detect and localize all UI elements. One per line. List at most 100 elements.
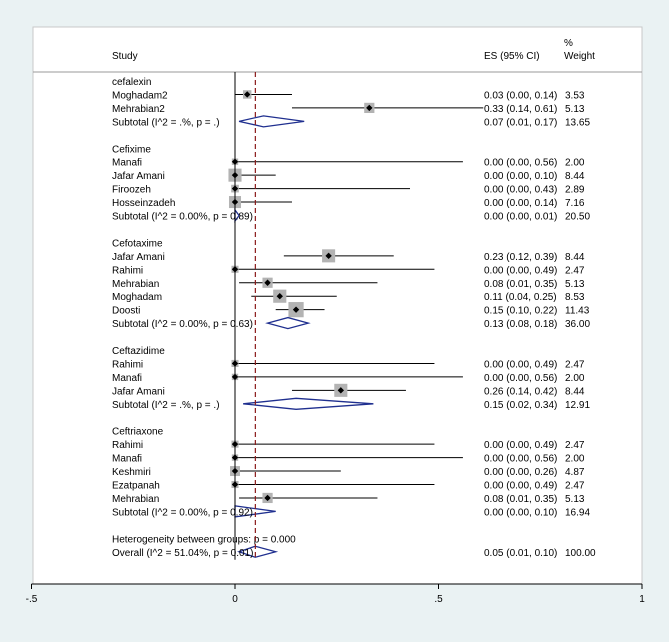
subtotal-label: Subtotal (I^2 = .%, p = .) — [112, 117, 220, 128]
study-weight: 8.44 — [565, 386, 585, 397]
study-label: Jafar Amani — [112, 386, 165, 397]
study-weight: 8.44 — [565, 252, 585, 263]
study-weight: 2.47 — [565, 359, 585, 370]
study-es-ci: 0.00 (0.00, 0.56) — [484, 158, 557, 169]
study-label: Hosseinzadeh — [112, 198, 175, 209]
study-es-ci: 0.08 (0.01, 0.35) — [484, 494, 557, 505]
subtotal-label: Subtotal (I^2 = 0.00%, p = 0.92) — [112, 507, 253, 518]
header-es: ES (95% CI) — [484, 51, 540, 62]
subtotal-diamond — [265, 316, 311, 330]
study-weight: 2.47 — [565, 481, 585, 492]
study-label: Doosti — [112, 306, 140, 317]
subtotal-es-ci: 0.00 (0.00, 0.01) — [484, 212, 557, 223]
plot-panel — [32, 26, 643, 585]
study-label: Jafar Amani — [112, 171, 165, 182]
group-label: Ceftriaxone — [112, 427, 164, 438]
study-weight: 5.13 — [565, 104, 585, 115]
study-weight: 5.13 — [565, 279, 585, 290]
study-weight: 4.87 — [565, 467, 585, 478]
point-estimate — [337, 387, 345, 394]
study-es-ci: 0.26 (0.14, 0.42) — [484, 386, 557, 397]
study-es-ci: 0.00 (0.00, 0.10) — [484, 171, 557, 182]
group-label: cefalexin — [112, 77, 151, 88]
x-tick-label: 0 — [232, 594, 238, 605]
study-es-ci: 0.00 (0.00, 0.56) — [484, 373, 557, 384]
group-label: Cefixime — [112, 144, 151, 155]
subtotal-es-ci: 0.07 (0.01, 0.17) — [484, 117, 557, 128]
study-es-ci: 0.00 (0.00, 0.43) — [484, 185, 557, 196]
study-weight: 2.47 — [565, 265, 585, 276]
subtotal-weight: 13.65 — [565, 117, 590, 128]
study-label: Mehrabian — [112, 494, 159, 505]
study-es-ci: 0.33 (0.14, 0.61) — [484, 104, 557, 115]
study-weight: 7.16 — [565, 198, 585, 209]
x-axis: -.5 0 .5 1 — [26, 583, 645, 605]
study-es-ci: 0.00 (0.00, 0.49) — [484, 481, 557, 492]
x-tick-label: .5 — [434, 594, 443, 605]
overall-weight: 100.00 — [565, 548, 596, 559]
study-es-ci: 0.00 (0.00, 0.49) — [484, 359, 557, 370]
study-es-ci: 0.00 (0.00, 0.14) — [484, 198, 557, 209]
overall-diamond — [237, 545, 279, 558]
subtotal-weight: 16.94 — [565, 507, 590, 518]
subtotal-es-ci: 0.13 (0.08, 0.18) — [484, 319, 557, 330]
forest-rows: cefalexin Moghadam2 0.03 (0.00, 0.14) 3.53 M… — [112, 72, 596, 560]
study-label: Firoozeh — [112, 185, 151, 196]
subtotal-es-ci: 0.15 (0.02, 0.34) — [484, 400, 557, 411]
subtotal-weight: 20.50 — [565, 212, 590, 223]
subtotal-es-ci: 0.00 (0.00, 0.10) — [484, 507, 557, 518]
heterogeneity-text: Heterogeneity between groups: p = 0.000 — [112, 534, 296, 545]
study-label: Mehrabian — [112, 279, 159, 290]
point-estimate — [292, 306, 300, 313]
point-estimate — [244, 91, 251, 98]
header-study: Study — [112, 51, 138, 62]
study-label: Rahimi — [112, 440, 143, 451]
study-weight: 2.89 — [565, 185, 585, 196]
point-estimate — [276, 293, 283, 300]
study-weight: 2.00 — [565, 454, 585, 465]
study-label: Rahimi — [112, 265, 143, 276]
point-estimate — [264, 494, 271, 502]
study-weight: 8.44 — [565, 171, 585, 182]
subtotal-weight: 36.00 — [565, 319, 590, 330]
study-label: Manafi — [112, 454, 142, 465]
study-weight: 2.00 — [565, 158, 585, 169]
overall-es-ci: 0.05 (0.01, 0.10) — [484, 548, 557, 559]
x-tick-label: 1 — [639, 594, 645, 605]
study-es-ci: 0.08 (0.01, 0.35) — [484, 279, 557, 290]
subtotal-diamond — [238, 115, 305, 128]
study-es-ci: 0.00 (0.00, 0.49) — [484, 265, 557, 276]
study-label: Moghadam2 — [112, 90, 168, 101]
study-es-ci: 0.00 (0.00, 0.49) — [484, 440, 557, 451]
study-es-ci: 0.00 (0.00, 0.56) — [484, 454, 557, 465]
point-estimate — [264, 279, 271, 286]
study-label: Ezatpanah — [112, 481, 160, 492]
point-estimate — [325, 252, 332, 260]
study-label: Manafi — [112, 373, 142, 384]
point-estimate — [366, 104, 373, 112]
group-label: Cefotaxime — [112, 238, 163, 249]
study-label: Rahimi — [112, 359, 143, 370]
study-es-ci: 0.11 (0.04, 0.25) — [484, 292, 557, 303]
study-label: Jafar Amani — [112, 252, 165, 263]
subtotal-label: Subtotal (I^2 = 0.00%, p = 0.89) — [112, 212, 253, 223]
overall-label: Overall (I^2 = 51.04%, p = 0.01) — [112, 548, 253, 559]
subtotal-diamond — [243, 397, 374, 410]
study-es-ci: 0.23 (0.12, 0.39) — [484, 252, 557, 263]
study-weight: 8.53 — [565, 292, 585, 303]
subtotal-label: Subtotal (I^2 = .%, p = .) — [112, 400, 220, 411]
subtotal-weight: 12.91 — [565, 400, 590, 411]
study-weight: 2.00 — [565, 373, 585, 384]
study-es-ci: 0.00 (0.00, 0.26) — [484, 467, 557, 478]
study-es-ci: 0.15 (0.10, 0.22) — [484, 306, 557, 317]
study-weight: 3.53 — [565, 90, 585, 101]
study-label: Moghadam — [112, 292, 162, 303]
study-label: Manafi — [112, 158, 142, 169]
header-percent: % — [564, 38, 573, 49]
study-weight: 11.43 — [565, 306, 590, 317]
study-label: Keshmiri — [112, 467, 151, 478]
study-weight: 2.47 — [565, 440, 585, 451]
study-label: Mehrabian2 — [112, 104, 165, 115]
study-es-ci: 0.03 (0.00, 0.14) — [484, 90, 557, 101]
